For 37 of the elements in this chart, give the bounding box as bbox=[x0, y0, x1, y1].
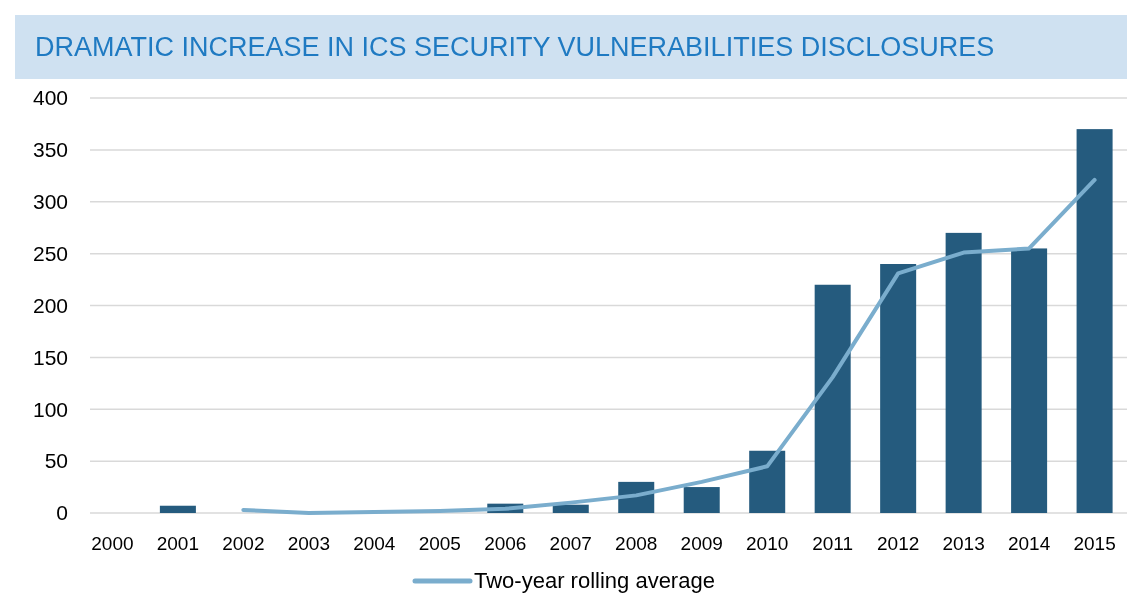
x-tick-label: 2007 bbox=[549, 533, 592, 554]
y-tick-label: 400 bbox=[32, 86, 68, 110]
y-tick-label: 250 bbox=[32, 241, 68, 265]
x-tick-label: 2008 bbox=[615, 533, 658, 554]
x-tick-label: 2015 bbox=[1073, 533, 1116, 554]
bar bbox=[1076, 129, 1113, 513]
x-tick-label: 2011 bbox=[812, 533, 854, 554]
x-tick-label: 2003 bbox=[287, 533, 330, 554]
bar bbox=[814, 284, 851, 513]
x-tick-label: 2002 bbox=[222, 533, 265, 554]
x-tick-label: 2013 bbox=[942, 533, 985, 554]
y-tick-label: 0 bbox=[56, 501, 68, 525]
x-tick-label: 2010 bbox=[746, 533, 789, 554]
x-tick-label: 2012 bbox=[877, 533, 920, 554]
x-tick-label: 2014 bbox=[1007, 533, 1051, 554]
y-tick-label: 350 bbox=[32, 138, 68, 162]
bar bbox=[1011, 248, 1048, 513]
x-tick-label: 2004 bbox=[353, 533, 396, 554]
y-tick-label: 100 bbox=[32, 397, 68, 421]
y-tick-label: 300 bbox=[32, 190, 68, 214]
x-tick-label: 2001 bbox=[156, 533, 200, 554]
bar bbox=[880, 264, 917, 513]
bar bbox=[159, 505, 196, 513]
bar bbox=[945, 232, 982, 513]
bar bbox=[552, 504, 589, 513]
y-tick-label: 200 bbox=[32, 293, 68, 317]
y-tick-label: 50 bbox=[44, 449, 68, 473]
x-tick-label: 2005 bbox=[418, 533, 461, 554]
x-tick-label: 2006 bbox=[484, 533, 527, 554]
x-tick-label: 2000 bbox=[91, 533, 134, 554]
x-tick-label: 2009 bbox=[680, 533, 723, 554]
bar bbox=[749, 450, 786, 513]
chart-title: DRAMATIC INCREASE IN ICS SECURITY VULNERABILITIES DISCLOSURES bbox=[35, 32, 995, 62]
line-series bbox=[241, 177, 1097, 515]
legend-label: Two-year rolling average bbox=[474, 568, 715, 593]
bar bbox=[683, 487, 720, 513]
y-tick-label: 150 bbox=[32, 345, 68, 369]
